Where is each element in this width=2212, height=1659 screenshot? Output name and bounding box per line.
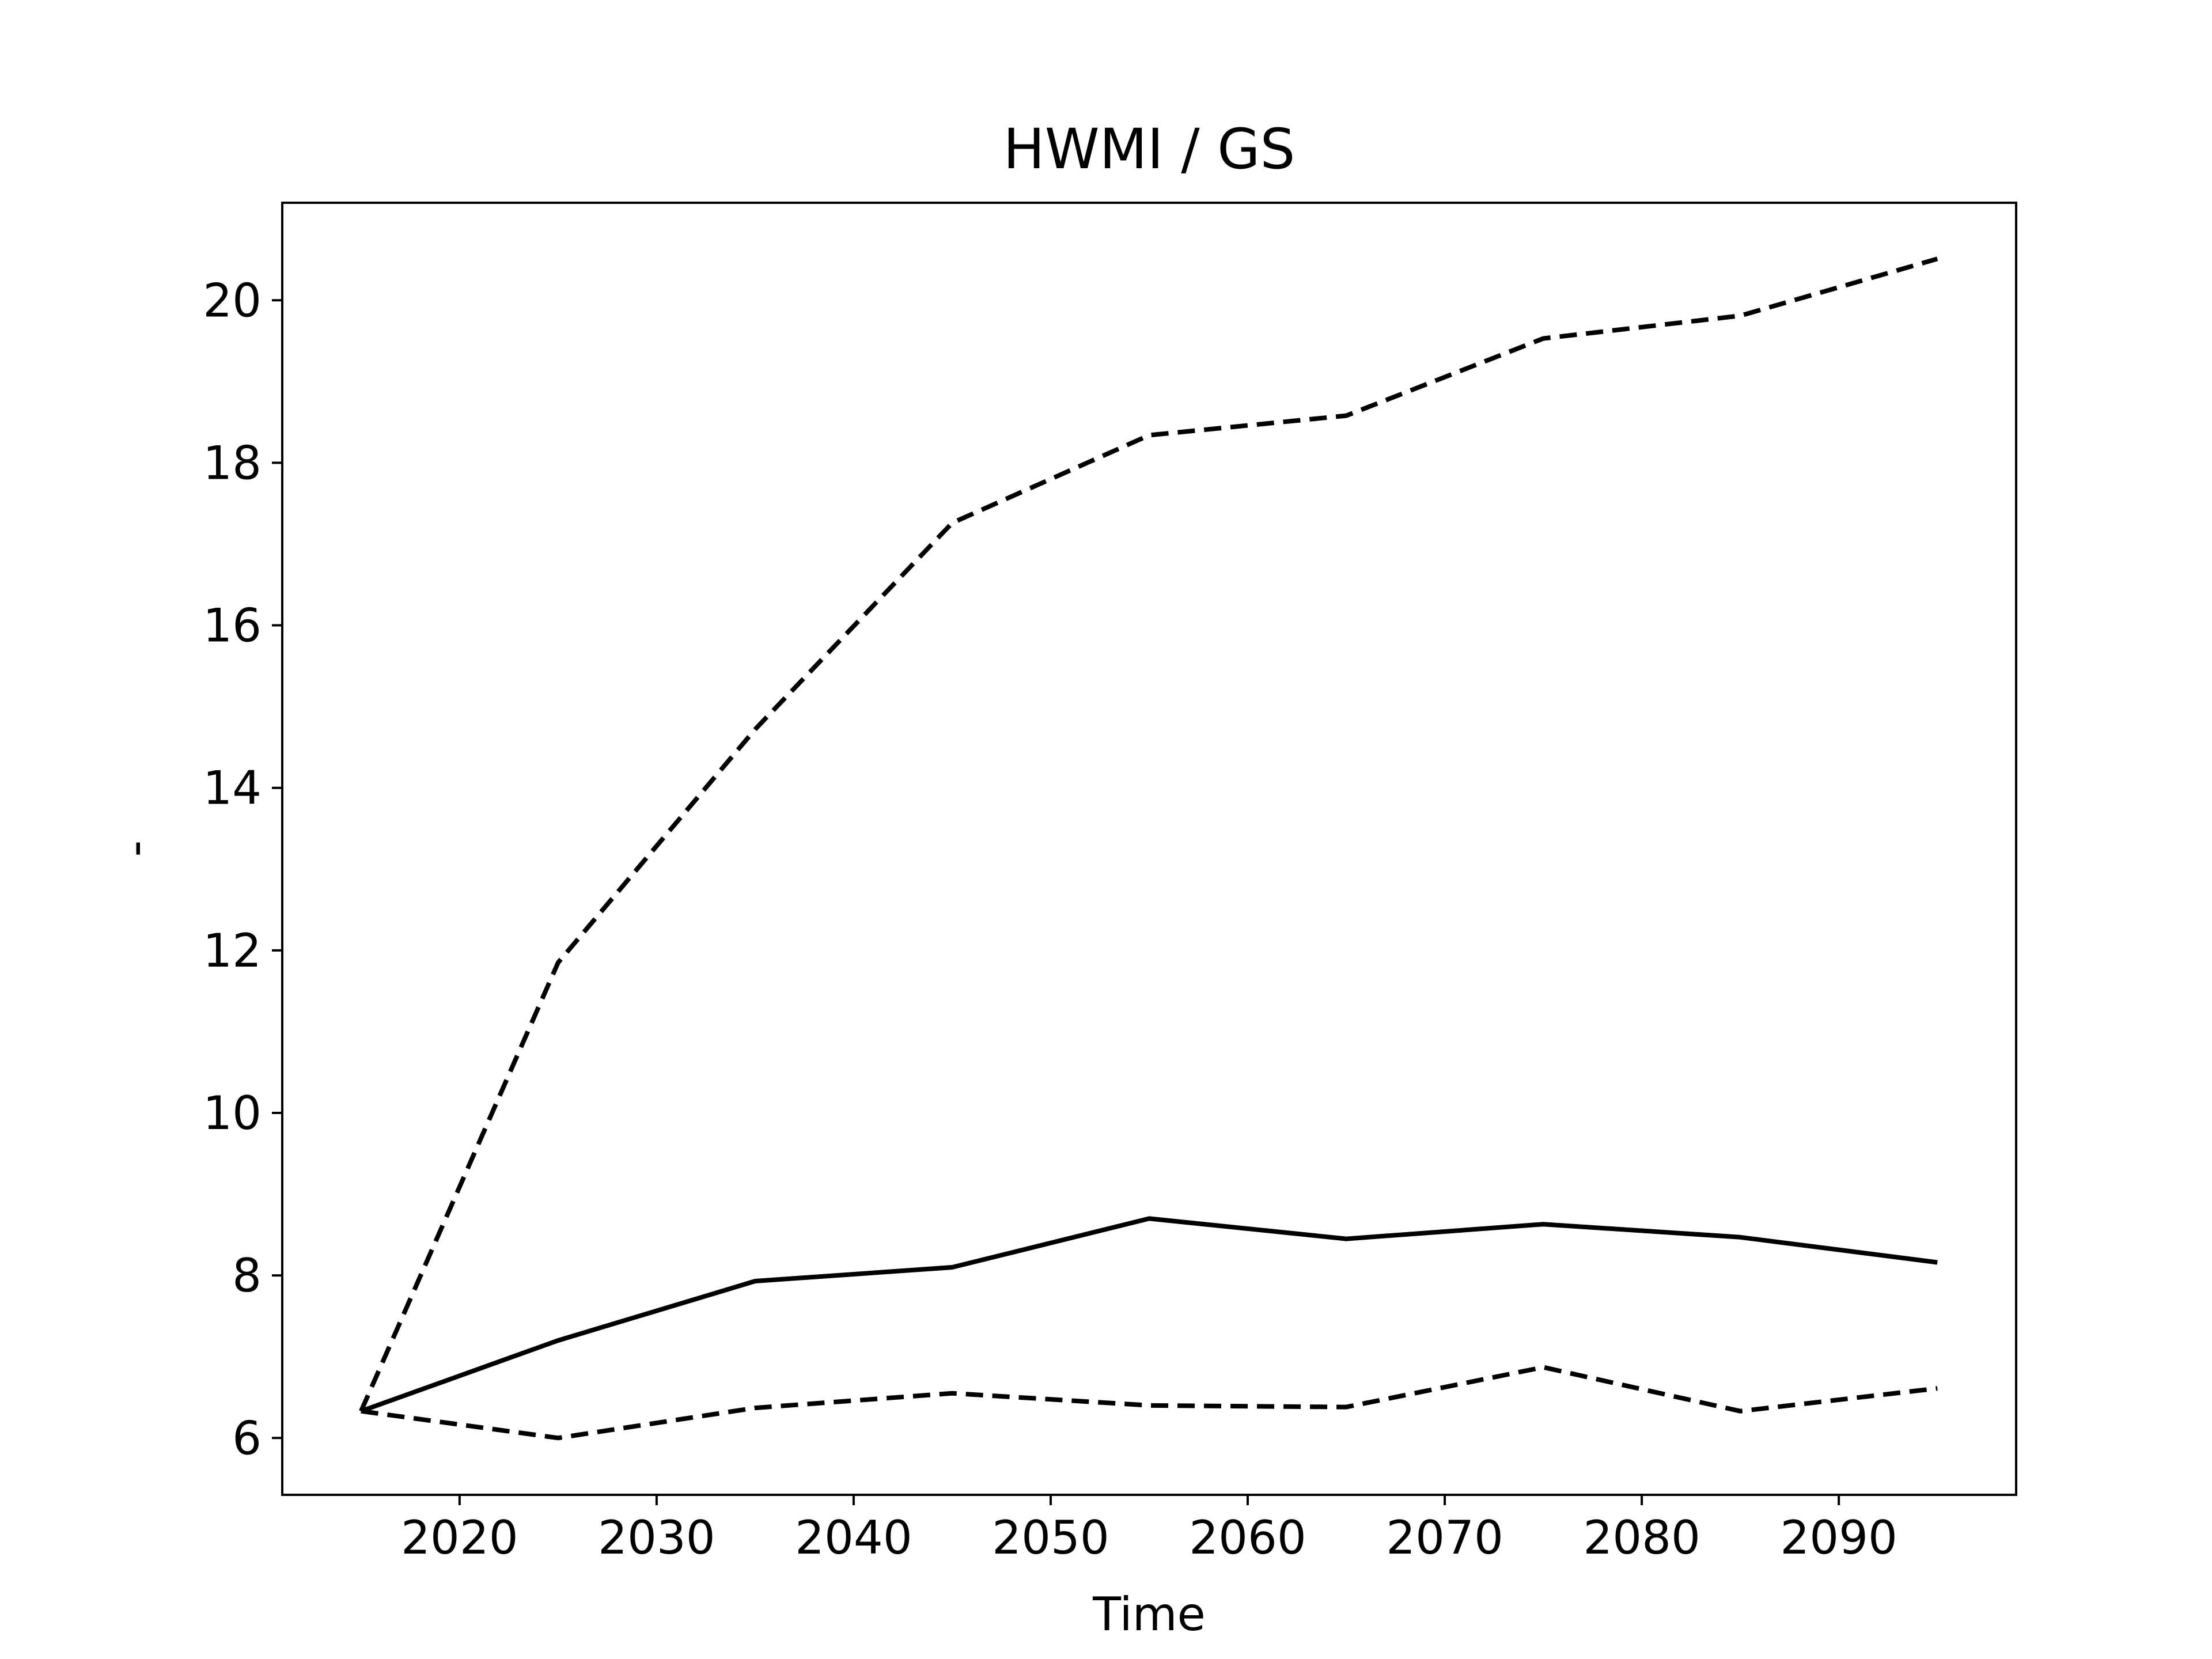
plot-frame — [281, 202, 2017, 1496]
y-tick-label: 14 — [203, 762, 262, 815]
x-axis: 2020 2030 2040 2050 2060 2070 2080 2090 — [401, 1495, 1897, 1565]
x-tick-label: 2090 — [1780, 1511, 1897, 1565]
x-tick-label: 2080 — [1583, 1511, 1700, 1565]
y-axis-label: - — [108, 840, 162, 857]
x-tick-label: 2020 — [401, 1511, 518, 1565]
y-tick-label: 20 — [203, 274, 262, 327]
x-tick-label: 2060 — [1189, 1511, 1306, 1565]
y-tick-label: 18 — [203, 436, 262, 490]
series-line-1 — [360, 1216, 1938, 1414]
x-tick-label: 2070 — [1386, 1511, 1503, 1565]
series-line-2 — [359, 256, 1938, 1412]
y-tick-label: 10 — [203, 1086, 262, 1140]
y-tick-label: 12 — [203, 924, 262, 978]
x-tick-label: 2050 — [992, 1511, 1109, 1565]
y-tick-label: 6 — [232, 1411, 262, 1465]
series-line-3 — [361, 1365, 1938, 1441]
y-axis: 6 8 10 12 14 16 18 20 — [203, 274, 282, 1465]
series-layer — [359, 256, 1938, 1441]
x-tick-label: 2030 — [598, 1511, 715, 1565]
x-tick-label: 2040 — [795, 1511, 912, 1565]
x-axis-label: Time — [1092, 1588, 1206, 1641]
y-tick-label: 16 — [203, 599, 262, 653]
y-tick-label: 8 — [232, 1249, 262, 1302]
chart-title: HWMI / GS — [1003, 117, 1296, 181]
